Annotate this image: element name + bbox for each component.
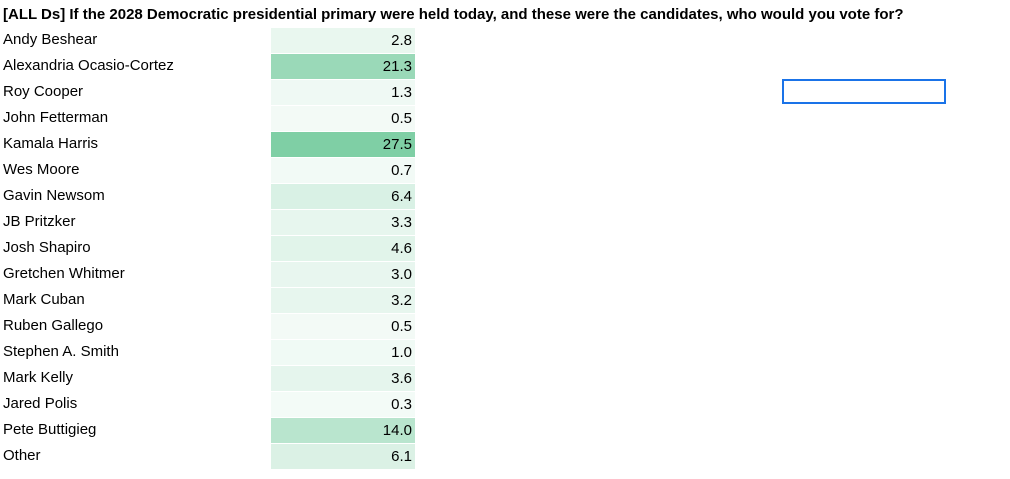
table-row: Wes Moore 0.7 xyxy=(0,157,420,183)
candidate-value: 21.3 xyxy=(382,58,412,75)
candidate-value: 6.1 xyxy=(391,448,412,465)
candidate-name-cell[interactable]: JB Pritzker xyxy=(3,213,76,230)
candidate-value: 27.5 xyxy=(382,136,412,153)
candidate-value: 1.3 xyxy=(391,84,412,101)
candidate-value: 0.3 xyxy=(391,396,412,413)
table-row: Mark Cuban 3.2 xyxy=(0,287,420,313)
candidate-value: 0.5 xyxy=(391,318,412,335)
candidate-name-cell[interactable]: Other xyxy=(3,447,41,464)
candidate-value: 6.4 xyxy=(391,188,412,205)
candidate-value-cell[interactable]: 6.1 xyxy=(271,444,415,469)
candidate-value-cell[interactable]: 6.4 xyxy=(271,184,415,209)
candidate-value: 1.0 xyxy=(391,344,412,361)
table-row: Pete Buttigieg 14.0 xyxy=(0,417,420,443)
candidate-value-cell[interactable]: 21.3 xyxy=(271,54,415,79)
candidate-value-cell[interactable]: 1.0 xyxy=(271,340,415,365)
candidate-name-cell[interactable]: Mark Cuban xyxy=(3,291,85,308)
candidate-value-cell[interactable]: 0.5 xyxy=(271,106,415,131)
candidate-value: 3.3 xyxy=(391,214,412,231)
table-row: Stephen A. Smith 1.0 xyxy=(0,339,420,365)
table-row: Jared Polis 0.3 xyxy=(0,391,420,417)
table-row: Josh Shapiro 4.6 xyxy=(0,235,420,261)
candidate-value: 3.0 xyxy=(391,266,412,283)
question-title[interactable]: [ALL Ds] If the 2028 Democratic presiden… xyxy=(3,6,904,23)
selected-cell[interactable] xyxy=(782,79,946,104)
candidate-name-cell[interactable]: Josh Shapiro xyxy=(3,239,91,256)
candidate-value-cell[interactable]: 4.6 xyxy=(271,236,415,261)
candidate-value-cell[interactable]: 0.7 xyxy=(271,158,415,183)
candidate-value-cell[interactable]: 1.3 xyxy=(271,80,415,105)
candidate-name-cell[interactable]: Gretchen Whitmer xyxy=(3,265,125,282)
table-row: John Fetterman 0.5 xyxy=(0,105,420,131)
candidate-value-cell[interactable]: 3.0 xyxy=(271,262,415,287)
candidate-value-cell[interactable]: 2.8 xyxy=(271,28,415,53)
candidate-value: 0.7 xyxy=(391,162,412,179)
candidate-rows: Andy Beshear 2.8 Alexandria Ocasio-Cortez 2… xyxy=(0,27,420,469)
table-row: Ruben Gallego 0.5 xyxy=(0,313,420,339)
candidate-value-cell[interactable]: 0.5 xyxy=(271,314,415,339)
table-row: Alexandria Ocasio-Cortez 21.3 xyxy=(0,53,420,79)
candidate-value: 14.0 xyxy=(382,422,412,439)
candidate-value: 0.5 xyxy=(391,110,412,127)
table-row: Mark Kelly 3.6 xyxy=(0,365,420,391)
candidate-name-cell[interactable]: Roy Cooper xyxy=(3,83,84,100)
candidate-value-cell[interactable]: 27.5 xyxy=(271,132,415,157)
candidate-name-cell[interactable]: Ruben Gallego xyxy=(3,317,104,334)
candidate-value: 3.2 xyxy=(391,292,412,309)
candidate-name-cell[interactable]: Gavin Newsom xyxy=(3,187,105,204)
candidate-value: 4.6 xyxy=(391,240,412,257)
candidate-value-cell[interactable]: 0.3 xyxy=(271,392,415,417)
table-row: Gretchen Whitmer 3.0 xyxy=(0,261,420,287)
candidate-name-cell[interactable]: Stephen A. Smith xyxy=(3,343,119,360)
candidate-name-cell[interactable]: Andy Beshear xyxy=(3,31,98,48)
candidate-name-cell[interactable]: Wes Moore xyxy=(3,161,80,178)
table-row: Roy Cooper 1.3 xyxy=(0,79,420,105)
candidate-value: 3.6 xyxy=(391,370,412,387)
table-row: Andy Beshear 2.8 xyxy=(0,27,420,53)
candidate-name-cell[interactable]: Jared Polis xyxy=(3,395,78,412)
table-row: Gavin Newsom 6.4 xyxy=(0,183,420,209)
candidate-value-cell[interactable]: 14.0 xyxy=(271,418,415,443)
candidate-value: 2.8 xyxy=(391,32,412,49)
candidate-name-cell[interactable]: Kamala Harris xyxy=(3,135,99,152)
candidate-value-cell[interactable]: 3.2 xyxy=(271,288,415,313)
candidate-name-cell[interactable]: John Fetterman xyxy=(3,109,109,126)
candidate-value-cell[interactable]: 3.3 xyxy=(271,210,415,235)
candidate-value-cell[interactable]: 3.6 xyxy=(271,366,415,391)
table-row: JB Pritzker 3.3 xyxy=(0,209,420,235)
candidate-name-cell[interactable]: Pete Buttigieg xyxy=(3,421,97,438)
table-row: Other 6.1 xyxy=(0,443,420,469)
table-row: Kamala Harris 27.5 xyxy=(0,131,420,157)
candidate-name-cell[interactable]: Mark Kelly xyxy=(3,369,74,386)
candidate-name-cell[interactable]: Alexandria Ocasio-Cortez xyxy=(3,57,174,74)
